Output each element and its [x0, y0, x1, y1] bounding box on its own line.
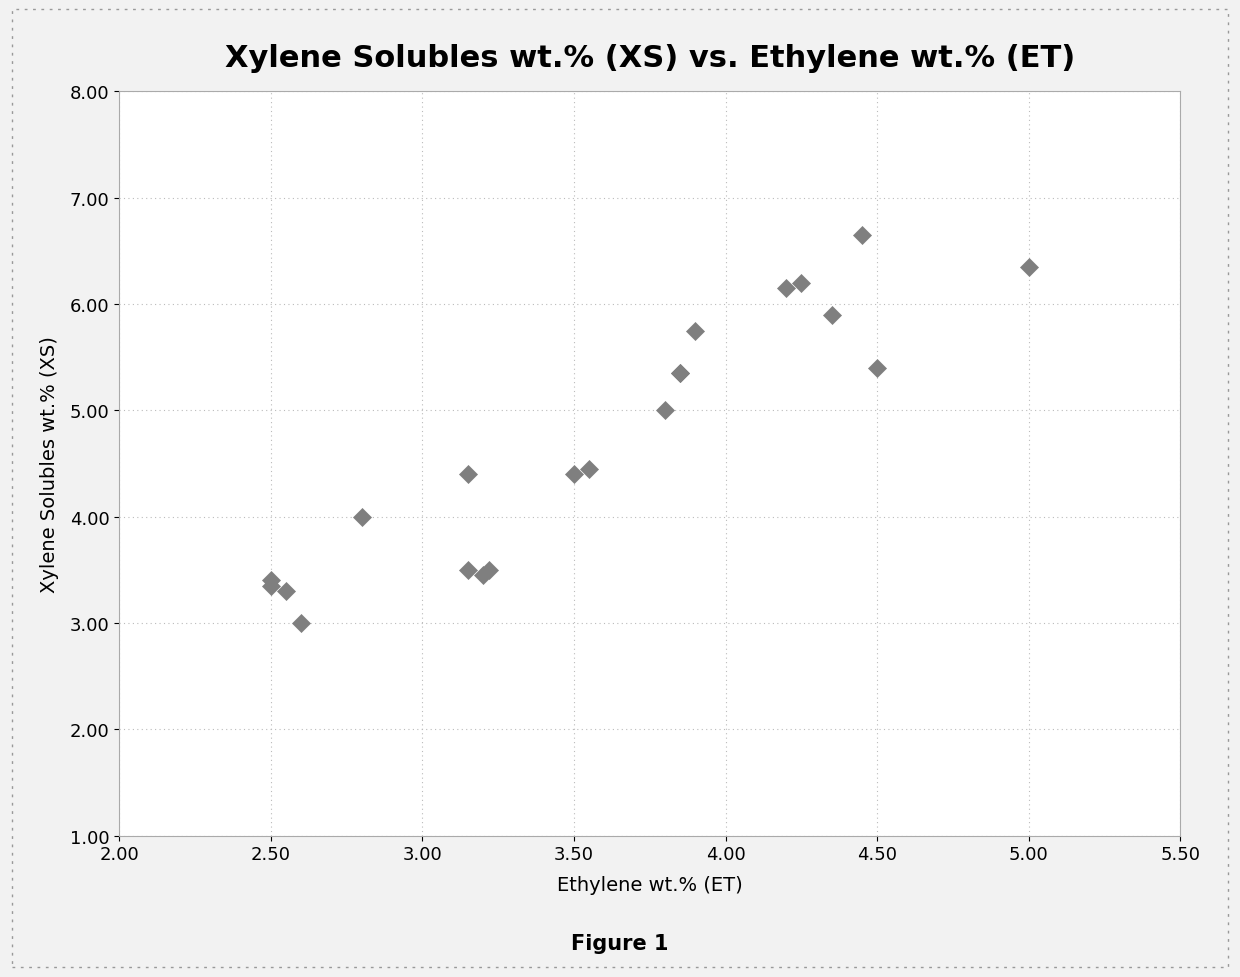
Title: Xylene Solubles wt.% (XS) vs. Ethylene wt.% (ET): Xylene Solubles wt.% (XS) vs. Ethylene w… — [224, 44, 1075, 73]
Y-axis label: Xylene Solubles wt.% (XS): Xylene Solubles wt.% (XS) — [40, 336, 58, 592]
Text: Figure 1: Figure 1 — [572, 933, 668, 953]
X-axis label: Ethylene wt.% (ET): Ethylene wt.% (ET) — [557, 874, 743, 894]
